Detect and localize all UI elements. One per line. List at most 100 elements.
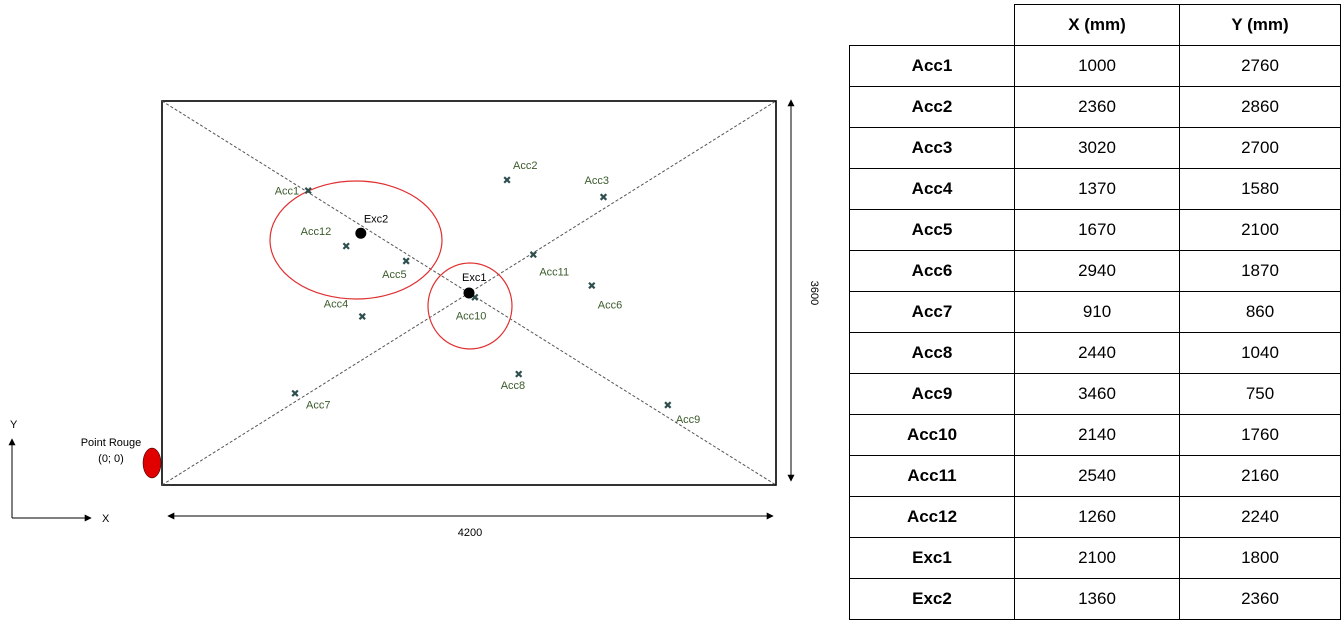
exc2-zone-circle — [269, 180, 443, 300]
sensor-marker-acc8 — [515, 370, 523, 378]
row-name-cell: Acc12 — [849, 496, 1015, 538]
y-value-cell: 860 — [1179, 291, 1341, 333]
x-axis-label: X — [102, 513, 110, 525]
exciter-marker-exc2 — [355, 227, 367, 239]
table-row: Exc2 1360 2360 — [849, 578, 1341, 620]
cross-mark — [529, 251, 537, 259]
x-column-header: X (mm) — [1014, 4, 1180, 46]
x-value-cell: 1260 — [1014, 496, 1180, 538]
sensor-label-acc5: Acc5 — [382, 269, 406, 281]
sensor-marker-acc4 — [358, 312, 366, 321]
row-name-cell: Acc9 — [849, 373, 1015, 415]
cross-mark — [291, 389, 299, 397]
y-value-cell: 2100 — [1179, 209, 1341, 251]
x-value-cell: 2360 — [1014, 86, 1180, 128]
y-value-cell: 1800 — [1179, 537, 1341, 579]
sensor-marker-acc6 — [588, 281, 596, 290]
exc1-zone-circle — [427, 262, 513, 350]
sensor-label-acc4: Acc4 — [324, 298, 348, 310]
y-value-cell: 750 — [1179, 373, 1341, 415]
table-row: Acc3 3020 2700 — [849, 127, 1341, 169]
x-value-cell: 3460 — [1014, 373, 1180, 415]
sensor-label-acc12: Acc12 — [301, 226, 332, 238]
row-name-cell: Acc11 — [849, 455, 1015, 497]
table-row: Acc2 2360 2860 — [849, 86, 1341, 128]
sensor-marker-acc1 — [304, 187, 312, 195]
table-corner-cell — [849, 4, 1015, 46]
cross-mark — [304, 187, 312, 195]
sensor-label-acc1: Acc1 — [275, 186, 299, 198]
row-name-cell: Acc1 — [849, 45, 1015, 87]
cross-mark — [358, 312, 366, 321]
sensor-marker-acc11 — [529, 251, 537, 259]
sensor-label-acc6: Acc6 — [598, 300, 622, 312]
y-axis-label: Y — [10, 419, 18, 431]
row-name-cell: Exc1 — [849, 537, 1015, 579]
table-header-row: X (mm) Y (mm) — [849, 4, 1341, 46]
x-value-cell: 2440 — [1014, 332, 1180, 374]
x-value-cell: 1370 — [1014, 168, 1180, 210]
table-row: Acc7 910 860 — [849, 291, 1341, 333]
exciter-label-exc2: Exc2 — [364, 213, 388, 225]
y-value-cell: 1040 — [1179, 332, 1341, 374]
coordinates-table: X (mm) Y (mm) Acc1 1000 2760 Acc2 2360 2860 Ac… — [849, 4, 1341, 620]
x-value-cell: 2140 — [1014, 414, 1180, 456]
sensor-label-acc3: Acc3 — [584, 175, 608, 187]
exciter-label-exc1: Exc1 — [462, 272, 486, 284]
y-value-cell: 2700 — [1179, 127, 1341, 169]
cross-mark — [664, 401, 672, 409]
row-name-cell: Acc7 — [849, 291, 1015, 333]
row-name-cell: Acc10 — [849, 414, 1015, 456]
x-value-cell: 2940 — [1014, 250, 1180, 292]
y-value-cell: 2360 — [1179, 578, 1341, 620]
x-value-cell: 1670 — [1014, 209, 1180, 251]
origin-coords-label: (0; 0) — [98, 453, 124, 465]
sensor-marker-acc9 — [664, 401, 672, 409]
y-value-cell: 1580 — [1179, 168, 1341, 210]
exciter-marker-exc1 — [463, 287, 475, 299]
row-name-cell: Acc4 — [849, 168, 1015, 210]
cross-mark — [471, 293, 479, 301]
x-value-cell: 3020 — [1014, 127, 1180, 169]
x-value-cell: 2540 — [1014, 455, 1180, 497]
y-value-cell: 2760 — [1179, 45, 1341, 87]
y-value-cell: 1760 — [1179, 414, 1341, 456]
height-label: 3600 — [808, 281, 820, 305]
row-name-cell: Acc8 — [849, 332, 1015, 374]
table-row: Acc12 1260 2240 — [849, 496, 1341, 538]
cross-mark — [515, 370, 523, 378]
table-row: Exc1 2100 1800 — [849, 537, 1341, 579]
cross-mark — [503, 176, 511, 184]
cross-mark — [342, 242, 350, 250]
room-outline — [161, 100, 777, 486]
table-body: Acc1 1000 2760 Acc2 2360 2860 Acc3 3020 2700 Acc4… — [849, 45, 1341, 620]
row-name-cell: Acc6 — [849, 250, 1015, 292]
x-value-cell: 910 — [1014, 291, 1180, 333]
sensor-label-acc8: Acc8 — [501, 380, 525, 392]
table-row: Acc4 1370 1580 — [849, 168, 1341, 210]
table-row: Acc6 2940 1870 — [849, 250, 1341, 292]
room-diagram: 4200 3600 Y X Point Rouge (0; 0) Acc1Acc… — [8, 99, 820, 539]
sensor-marker-acc7 — [291, 389, 299, 397]
y-value-cell: 2860 — [1179, 86, 1341, 128]
origin-point — [142, 447, 162, 479]
sensor-marker-acc5 — [402, 257, 410, 265]
table-row: Acc10 2140 1760 — [849, 414, 1341, 456]
row-name-cell: Acc3 — [849, 127, 1015, 169]
table-row: Acc11 2540 2160 — [849, 455, 1341, 497]
sensor-label-acc7: Acc7 — [306, 399, 330, 411]
row-name-cell: Exc2 — [849, 578, 1015, 620]
table-row: Acc1 1000 2760 — [849, 45, 1341, 87]
x-value-cell: 2100 — [1014, 537, 1180, 579]
sensor-marker-acc12 — [342, 242, 350, 250]
x-value-cell: 1000 — [1014, 45, 1180, 87]
sensor-label-acc9: Acc9 — [676, 414, 700, 426]
sensor-marker-acc3 — [599, 193, 608, 201]
sensor-label-acc11: Acc11 — [539, 267, 569, 279]
cross-mark — [599, 193, 608, 201]
cross-mark — [402, 257, 410, 265]
row-name-cell: Acc5 — [849, 209, 1015, 251]
table-row: Acc8 2440 1040 — [849, 332, 1341, 374]
table-row: Acc9 3460 750 — [849, 373, 1341, 415]
sensor-label-acc10: Acc10 — [456, 310, 487, 322]
